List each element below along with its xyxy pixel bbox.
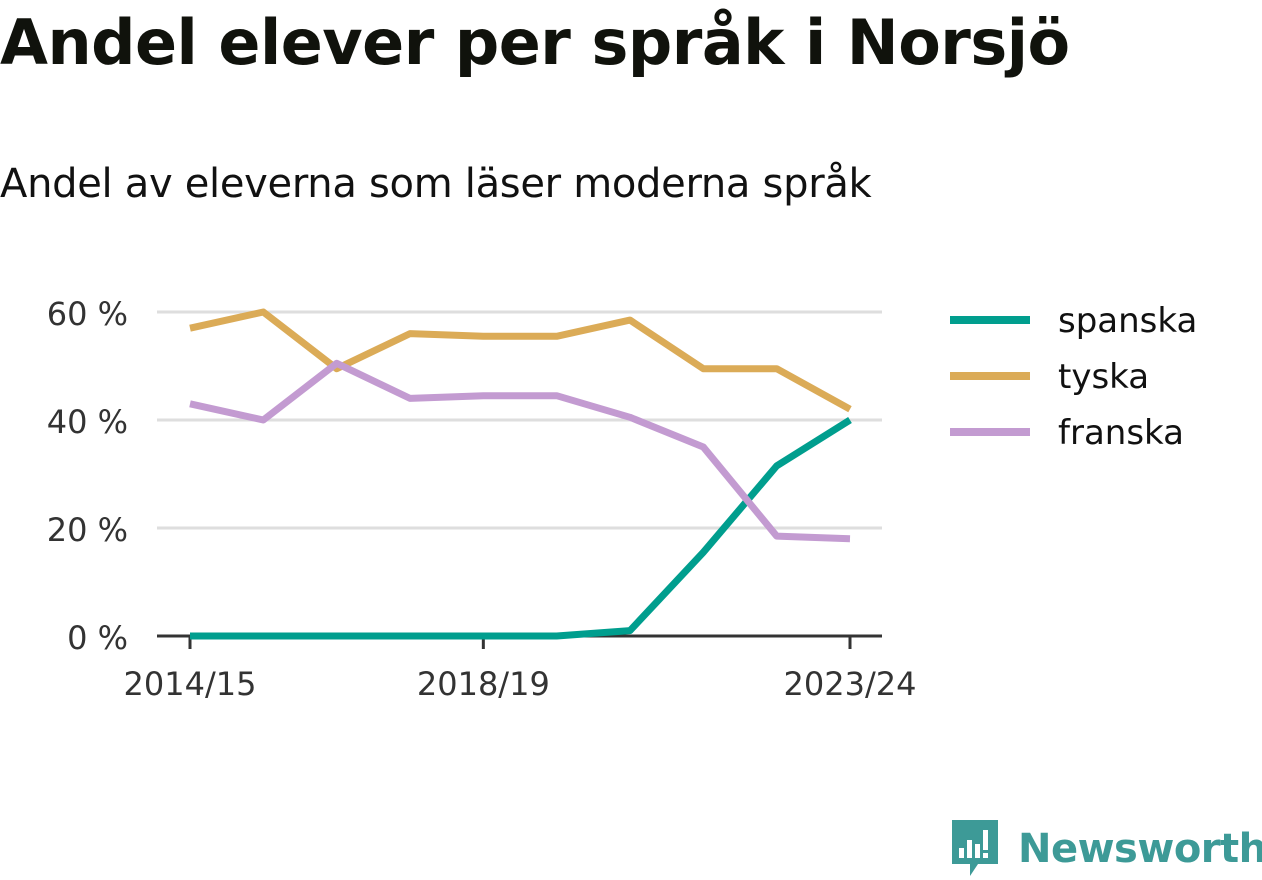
brand-logo: Newsworthy [950, 818, 1262, 880]
newsworthy-logo-icon [952, 820, 998, 876]
series-line-spanska [190, 417, 852, 640]
chart-subtitle: Andel av eleverna som läser moderna språ… [0, 161, 872, 207]
legend-label-spanska: spanska [1058, 301, 1197, 341]
y-tick-label: 60 % [47, 295, 128, 333]
legend-label-franska: franska [1058, 413, 1184, 453]
x-tick-label: 2014/15 [124, 665, 257, 703]
legend-label-tyska: tyska [1058, 357, 1149, 397]
y-tick-label: 0 % [67, 619, 128, 657]
x-tick-label: 2023/24 [784, 665, 917, 703]
chart-title: Andel elever per språk i Norsjö [0, 6, 1070, 79]
legend: spanska tyska franska [950, 301, 1197, 453]
grid-lines [157, 310, 882, 530]
y-axis-ticks: 0 % 20 % 40 % 60 % [47, 295, 128, 657]
series-lines [189, 308, 852, 640]
y-tick-label: 20 % [47, 511, 128, 549]
x-tick-label: 2018/19 [417, 665, 550, 703]
x-axis: 2014/15 2018/19 2023/24 [124, 634, 917, 703]
y-tick-label: 40 % [47, 403, 128, 441]
brand-name: Newsworthy [1018, 826, 1262, 872]
series-line-franska [189, 359, 851, 543]
series-line-tyska [189, 308, 852, 413]
